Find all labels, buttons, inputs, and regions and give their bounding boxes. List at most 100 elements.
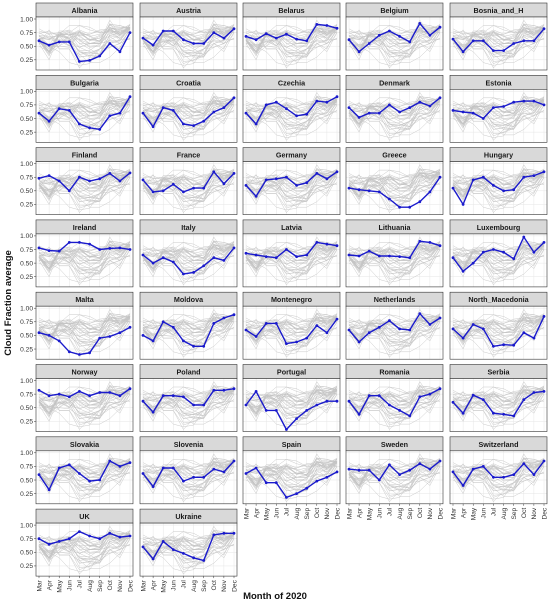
series-line-luxembourg	[452, 19, 545, 55]
data-point	[325, 177, 329, 181]
series-line-spain	[348, 178, 441, 209]
series-line-uk	[38, 459, 131, 473]
series-line-greece	[38, 249, 131, 280]
series-line-ukraine	[452, 26, 544, 55]
panel-border	[345, 305, 444, 360]
series-line-luxembourg	[245, 91, 338, 128]
series-line-spain	[245, 467, 338, 499]
background-lines	[142, 19, 235, 69]
series-line-ukraine	[142, 388, 234, 417]
panel-greece: Greece	[345, 147, 444, 215]
data-point	[532, 174, 536, 178]
series-line-greece	[142, 466, 235, 497]
data-point	[305, 253, 309, 257]
series-line-luxembourg	[142, 19, 235, 55]
y-tick-label: 0.75	[20, 536, 33, 543]
x-tick-label: Sep	[97, 580, 104, 592]
data-point	[325, 100, 329, 104]
series-line-switzerland	[38, 243, 131, 270]
data-point	[88, 126, 91, 130]
panel-italy: Italy	[139, 219, 238, 288]
series-line-uk	[348, 169, 441, 183]
data-point	[118, 331, 122, 335]
series-line-spain	[452, 467, 545, 498]
data-point	[98, 54, 102, 58]
series-line-uk	[142, 531, 235, 545]
series-line-spain	[38, 178, 131, 209]
data-point	[161, 466, 165, 470]
series-line-portugal	[245, 463, 337, 503]
panel-border	[242, 378, 341, 432]
x-tick-label: Mar	[346, 507, 353, 519]
x-tick-label: Dec	[541, 507, 548, 519]
series-line-czechia	[245, 96, 338, 126]
panel-border	[449, 161, 548, 215]
data-point	[305, 336, 309, 340]
panel-border	[139, 89, 238, 143]
strip-label-hungary: Hungary	[484, 151, 513, 160]
series-line-belgium	[348, 22, 441, 53]
series-line-montenegro	[452, 246, 545, 272]
data-point	[522, 39, 526, 43]
series-line-bosnia-and-h	[38, 534, 131, 559]
series-line-montenegro	[38, 318, 131, 344]
data-point	[232, 531, 236, 535]
data-point	[222, 182, 226, 186]
data-point	[398, 409, 401, 412]
series-line-greece	[245, 32, 338, 63]
series-line-ukraine	[38, 243, 130, 272]
series-line-montenegro	[452, 318, 545, 344]
data-point	[285, 342, 288, 345]
series-line-luxembourg	[142, 164, 235, 200]
data-point	[161, 189, 165, 193]
series-line-greece	[38, 393, 131, 425]
data-point	[461, 336, 465, 340]
x-tick-label: Jul	[387, 507, 394, 516]
series-line-sweden	[142, 99, 235, 119]
data-point	[57, 249, 61, 253]
series-line-bosnia-and-h	[348, 462, 441, 486]
data-point	[128, 387, 132, 391]
data-point	[57, 540, 61, 543]
data-point	[108, 172, 112, 175]
data-point	[78, 530, 81, 533]
highlight-series-finland	[37, 171, 132, 193]
data-point	[98, 391, 102, 394]
series-line-ukraine	[142, 316, 234, 344]
series-line-bosnia-and-h	[348, 28, 441, 53]
x-axis: Mar Apr May Jun Jul Aug Sep Oct Nov Dec	[243, 503, 341, 520]
series-line-denmark	[348, 97, 441, 119]
panel-border	[35, 378, 134, 432]
series-line-portugal	[38, 318, 130, 358]
data-point	[264, 103, 268, 107]
data-point	[367, 189, 371, 193]
x-tick-label: Nov	[117, 579, 124, 591]
data-point	[418, 200, 422, 204]
data-point	[388, 463, 391, 467]
series-line-luxembourg	[245, 308, 338, 344]
series-line-greece	[142, 32, 235, 63]
panel-switzerland: Switzerland	[449, 436, 548, 505]
data-point	[512, 100, 516, 104]
series-line-portugal	[348, 174, 440, 213]
data-point	[502, 250, 505, 254]
data-point	[161, 320, 165, 324]
panel-montenegro: Montenegro	[242, 291, 341, 360]
x-tick-label: Mar	[450, 507, 457, 519]
x-tick-label: Apr	[253, 507, 260, 518]
data-point	[192, 42, 196, 45]
series-line-sweden	[142, 316, 235, 336]
series-line-greece	[452, 466, 545, 497]
data-point	[481, 175, 485, 179]
data-point	[57, 339, 61, 343]
series-line-spain	[452, 178, 545, 209]
data-point	[141, 36, 145, 40]
data-point	[244, 35, 248, 38]
data-point	[118, 111, 122, 115]
data-point	[244, 472, 248, 475]
highlight-series-estonia	[451, 99, 546, 120]
series-line-greece	[142, 538, 235, 569]
series-line-bosnia-and-h	[38, 28, 131, 53]
data-point	[451, 256, 455, 260]
x-tick-label: Sep	[407, 507, 414, 519]
